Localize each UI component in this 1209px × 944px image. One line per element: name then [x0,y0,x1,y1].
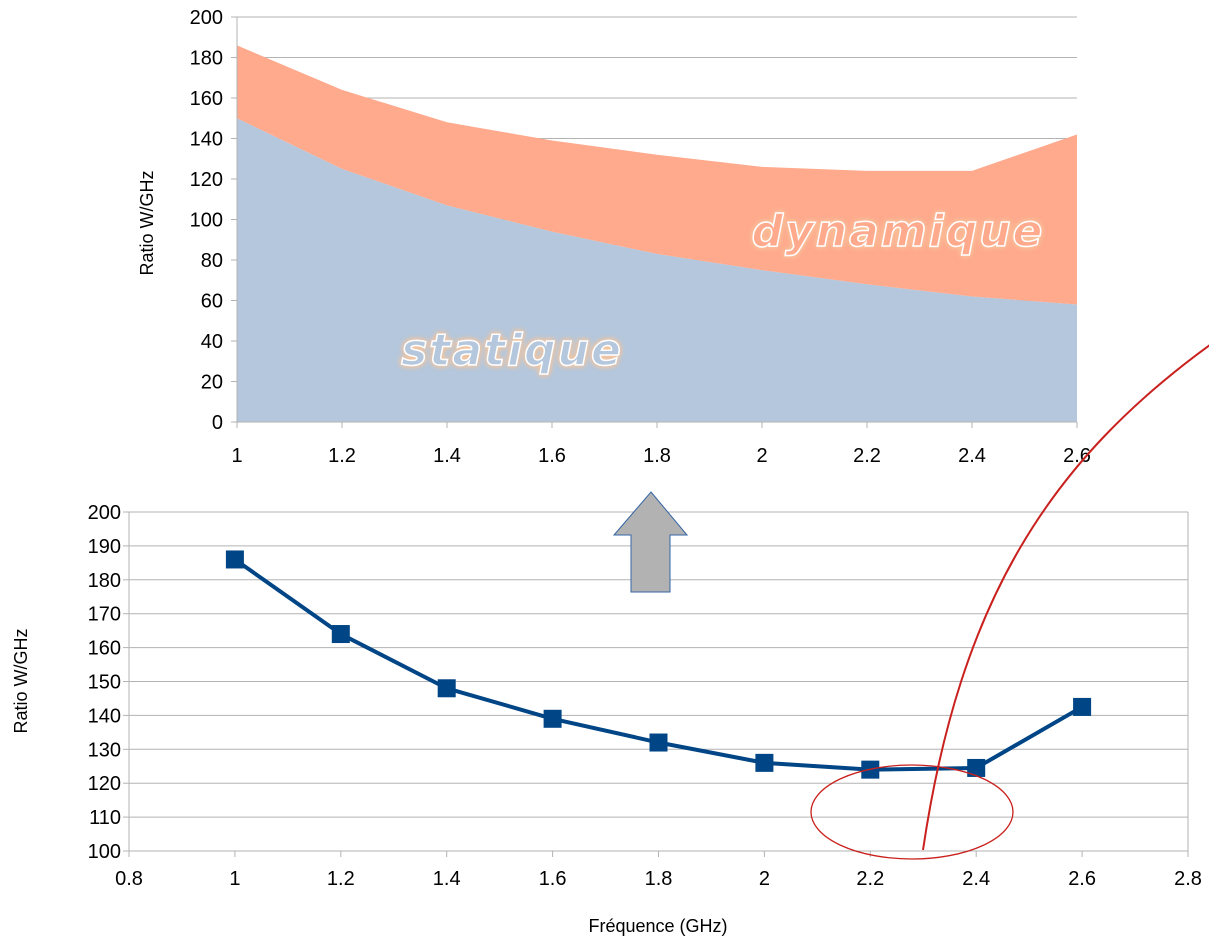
bottom-x-tick-label: 0.8 [115,868,143,890]
top-areas [237,45,1077,422]
bottom-x-tick-label: 2.6 [1068,868,1096,890]
top-y-tick-label: 60 [201,291,223,313]
bottom-y-tick-label: 170 [88,604,121,626]
statique-area-label: statique [401,325,623,376]
top-x-tick-label: 1.4 [433,445,461,467]
bottom-x-tick-label: 2.2 [856,868,884,890]
top-axes [231,16,1078,428]
bottom-x-tick-labels: 0.8 1 1.2 1.4 1.6 1.8 2 2.2 2.4 2.6 2.8 [115,868,1202,890]
top-y-tick-label: 200 [190,7,223,29]
bottom-y-tick-label: 200 [88,502,121,524]
statique-area [237,118,1077,422]
top-y-tick-label: 160 [190,88,223,110]
top-x-tick-label: 1.8 [643,445,671,467]
data-point-marker [543,709,562,728]
top-y-tick-label: 80 [201,250,223,272]
top-y-tick-label: 180 [190,48,223,70]
top-y-tick-label: 140 [190,129,223,151]
bottom-axes [123,511,1189,857]
highlight-ellipse [810,764,1014,860]
top-x-tick-label: 2.6 [1063,445,1091,467]
top-y-tick-label: 40 [201,331,223,353]
bottom-x-tick-label: 2 [759,868,770,890]
stacked-area-chart: 0 20 40 60 80 100 120 140 160 180 200 1 1.2 1.4 1.6 1.… [137,7,1091,467]
dynamique-area [237,45,1077,305]
bottom-x-tick-label: 1.4 [433,868,461,890]
top-y-tick-label: 0 [212,412,223,434]
data-point-marker [331,625,350,644]
bottom-y-tick-label: 120 [88,773,121,795]
top-x-tick-label: 2.2 [853,445,881,467]
top-x-tick-label: 1 [231,445,242,467]
top-x-tick-labels: 1 1.2 1.4 1.6 1.8 2 2.2 2.4 2.6 [231,445,1090,467]
top-x-tick-label: 2.4 [958,445,986,467]
bottom-x-tick-label: 2.4 [962,868,990,890]
top-x-tick-label: 1.6 [538,445,566,467]
bottom-y-tick-label: 160 [88,638,121,660]
bottom-x-tick-label: 1 [229,868,240,890]
dynamique-area-label: dynamique [752,206,1045,257]
bottom-y-tick-labels: 100 110 120 130 140 150 160 170 180 190 200 [88,502,121,863]
data-point-marker [755,753,774,772]
top-y-tick-label: 120 [190,169,223,191]
data-point-marker [1073,697,1092,716]
top-y-axis-title: Ratio W/GHz [137,170,157,275]
bottom-y-tick-label: 110 [89,807,121,829]
line-chart: 100 110 120 130 140 150 160 170 180 190 200 0.8 1 1.… [11,502,1202,936]
data-point-marker [437,679,456,698]
bottom-y-axis-title: Ratio W/GHz [11,628,31,733]
top-y-tick-labels: 0 20 40 60 80 100 120 140 160 180 200 [190,7,223,434]
top-y-tick-label: 100 [190,210,223,232]
bottom-x-tick-label: 1.2 [327,868,355,890]
up-arrow-icon [612,491,689,593]
bottom-y-tick-label: 180 [88,570,121,592]
bottom-y-tick-label: 100 [88,841,121,863]
pointer-curve [922,344,1209,851]
data-point-marker [649,733,668,752]
bottom-y-tick-label: 190 [88,536,121,558]
data-point-marker [967,758,986,777]
x-axis-title: Fréquence (GHz) [588,916,727,936]
top-y-tick-label: 20 [201,372,223,394]
bottom-y-tick-label: 130 [88,739,121,761]
top-x-tick-label: 1.2 [328,445,356,467]
bottom-y-tick-label: 150 [88,672,121,694]
top-x-tick-label: 2 [756,445,767,467]
bottom-x-tick-label: 1.6 [539,868,567,890]
bottom-x-tick-label: 1.8 [645,868,673,890]
data-point-marker [225,550,244,569]
bottom-x-tick-label: 2.8 [1174,868,1202,890]
bottom-y-tick-label: 140 [88,705,121,727]
